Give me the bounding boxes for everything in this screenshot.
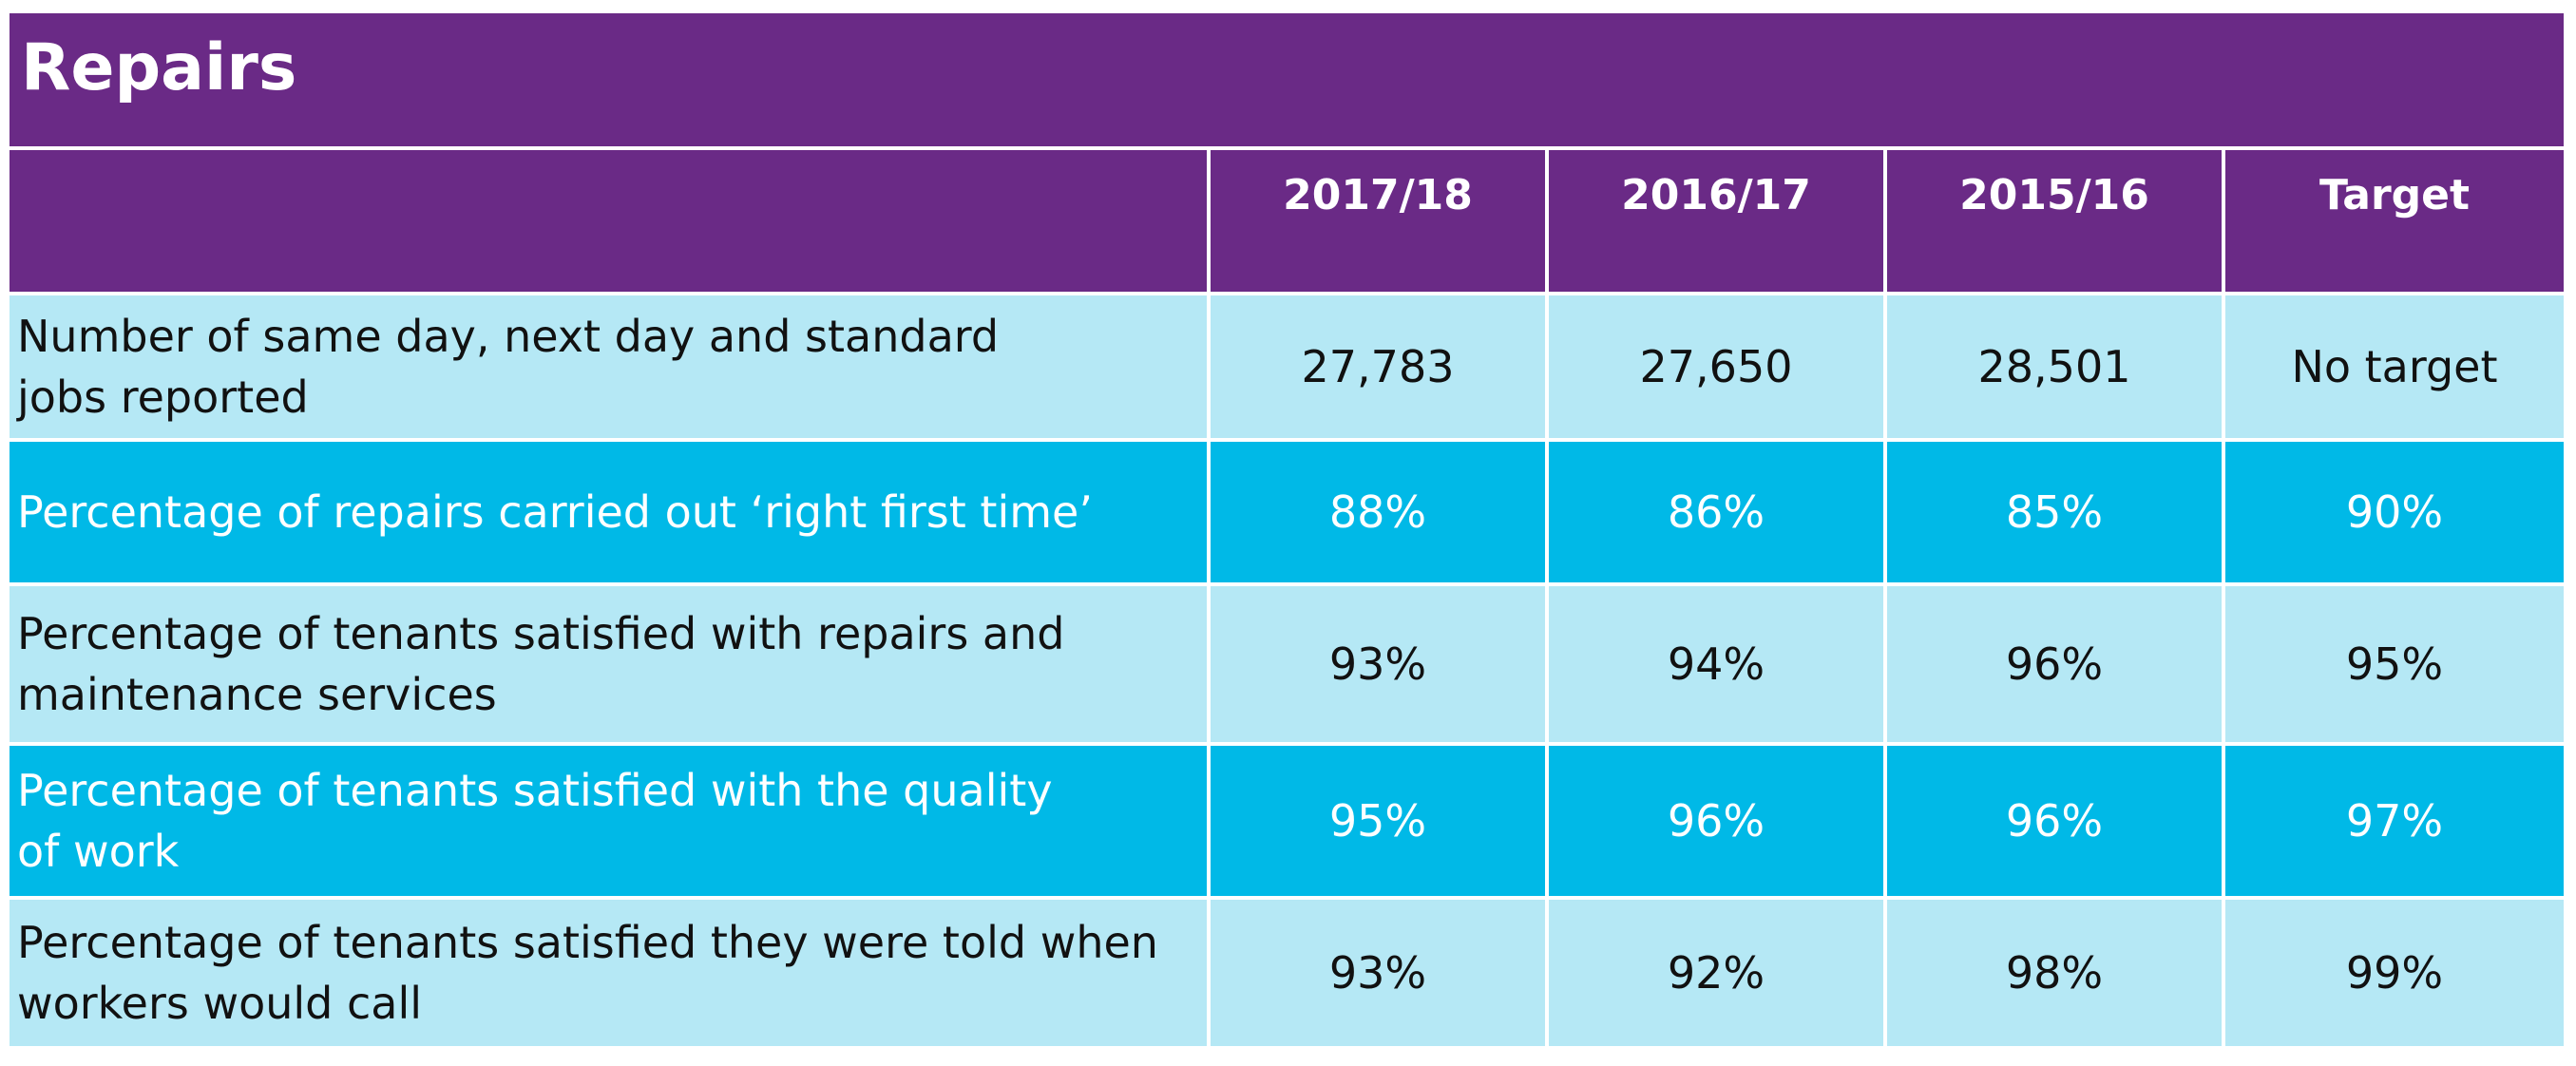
cell-2016-17: 96% [1545, 742, 1887, 900]
row-label: Number of same day, next day and standar… [10, 292, 1211, 442]
column-header-2015-16: 2015/16 [1883, 150, 2225, 295]
cell-2017-18: 93% [1207, 896, 1549, 1050]
header-row: 2017/18 2016/17 2015/16 Target [10, 150, 2564, 295]
row-label: Percentage of tenants satisfied they wer… [10, 896, 1211, 1050]
cell-2016-17: 27,650 [1545, 292, 1887, 442]
table-row: Percentage of repairs carried out ‘right… [10, 438, 2564, 586]
cell-2017-18: 93% [1207, 582, 1549, 746]
table-row: Percentage of tenants satisfied with rep… [10, 582, 2564, 746]
cell-2017-18: 95% [1207, 742, 1549, 900]
column-header-target: Target [2222, 150, 2564, 295]
repairs-table-panel: Repairs 2017/18 2016/17 2015/16 Target N… [10, 13, 2564, 1050]
cell-2016-17: 94% [1545, 582, 1887, 746]
cell-2017-18: 27,783 [1207, 292, 1549, 442]
column-header-label [10, 150, 1211, 295]
row-label: Percentage of tenants satisfied with the… [10, 742, 1211, 900]
cell-2015-16: 85% [1883, 438, 2225, 586]
column-header-2017-18: 2017/18 [1207, 150, 1549, 295]
cell-2015-16: 96% [1883, 742, 2225, 900]
cell-2015-16: 96% [1883, 582, 2225, 746]
row-label: Percentage of repairs carried out ‘right… [10, 438, 1211, 586]
column-header-2016-17: 2016/17 [1545, 150, 1887, 295]
table-row: Percentage of tenants satisfied with the… [10, 742, 2564, 900]
cell-2016-17: 86% [1545, 438, 1887, 586]
cell-target: 95% [2222, 582, 2564, 746]
table-row: Percentage of tenants satisfied they wer… [10, 896, 2564, 1050]
cell-2017-18: 88% [1207, 438, 1549, 586]
cell-2015-16: 28,501 [1883, 292, 2225, 442]
cell-2016-17: 92% [1545, 896, 1887, 1050]
row-label: Percentage of tenants satisfied with rep… [10, 582, 1211, 746]
repairs-table: 2017/18 2016/17 2015/16 Target Number of… [10, 150, 2564, 1050]
cell-target: 97% [2222, 742, 2564, 900]
table-row: Number of same day, next day and standar… [10, 292, 2564, 442]
cell-target: 99% [2222, 896, 2564, 1050]
table-title: Repairs [10, 13, 2564, 150]
cell-target: 90% [2222, 438, 2564, 586]
cell-2015-16: 98% [1883, 896, 2225, 1050]
cell-target: No target [2222, 292, 2564, 442]
